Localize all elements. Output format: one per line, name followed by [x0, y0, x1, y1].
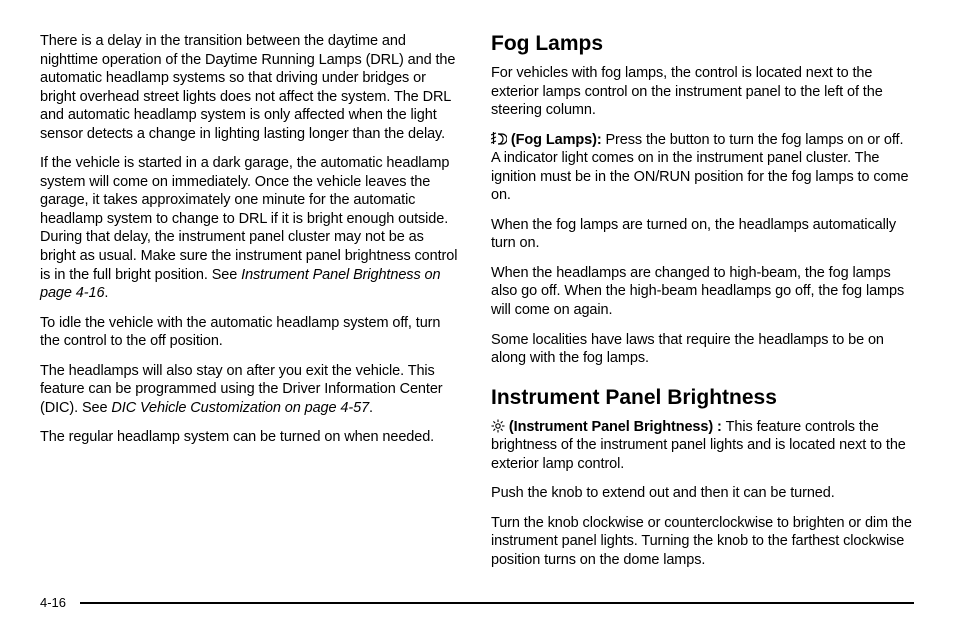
body-paragraph: If the vehicle is started in a dark gara…: [40, 154, 463, 302]
body-paragraph: For vehicles with fog lamps, the control…: [491, 64, 914, 120]
body-paragraph: To idle the vehicle with the automatic h…: [40, 314, 463, 351]
page-number: 4-16: [40, 595, 66, 610]
fog-lamps-icon: [491, 131, 507, 150]
paragraph-text: .: [104, 285, 108, 301]
left-column: There is a delay in the transition betwe…: [40, 32, 463, 580]
body-paragraph: Turn the knob clockwise or counterclockw…: [491, 514, 914, 570]
body-paragraph: When the fog lamps are turned on, the he…: [491, 216, 914, 253]
body-paragraph: The regular headlamp system can be turne…: [40, 428, 463, 447]
page-columns: There is a delay in the transition betwe…: [40, 32, 914, 580]
section-heading-fog-lamps: Fog Lamps: [491, 32, 914, 56]
paragraph-text: .: [369, 400, 373, 416]
footer-rule: [80, 602, 914, 604]
body-paragraph: (Fog Lamps): Press the button to turn th…: [491, 131, 914, 205]
body-paragraph: (Instrument Panel Brightness) : This fea…: [491, 418, 914, 474]
body-paragraph: Push the knob to extend out and then it …: [491, 484, 914, 503]
instrument-panel-brightness-label: (Instrument Panel Brightness) :: [505, 419, 726, 435]
body-paragraph: The headlamps will also stay on after yo…: [40, 362, 463, 418]
brightness-icon: [491, 418, 505, 437]
body-paragraph: There is a delay in the transition betwe…: [40, 32, 463, 143]
paragraph-text: If the vehicle is started in a dark gara…: [40, 155, 457, 282]
fog-lamps-label: (Fog Lamps):: [507, 132, 605, 148]
section-heading-instrument-panel-brightness: Instrument Panel Brightness: [491, 386, 914, 410]
body-paragraph: When the headlamps are changed to high-b…: [491, 264, 914, 320]
page-footer: 4-16: [40, 595, 914, 610]
cross-reference: DIC Vehicle Customization on page 4-57: [111, 400, 369, 416]
body-paragraph: Some localities have laws that require t…: [491, 331, 914, 368]
right-column: Fog Lamps For vehicles with fog lamps, t…: [491, 32, 914, 580]
